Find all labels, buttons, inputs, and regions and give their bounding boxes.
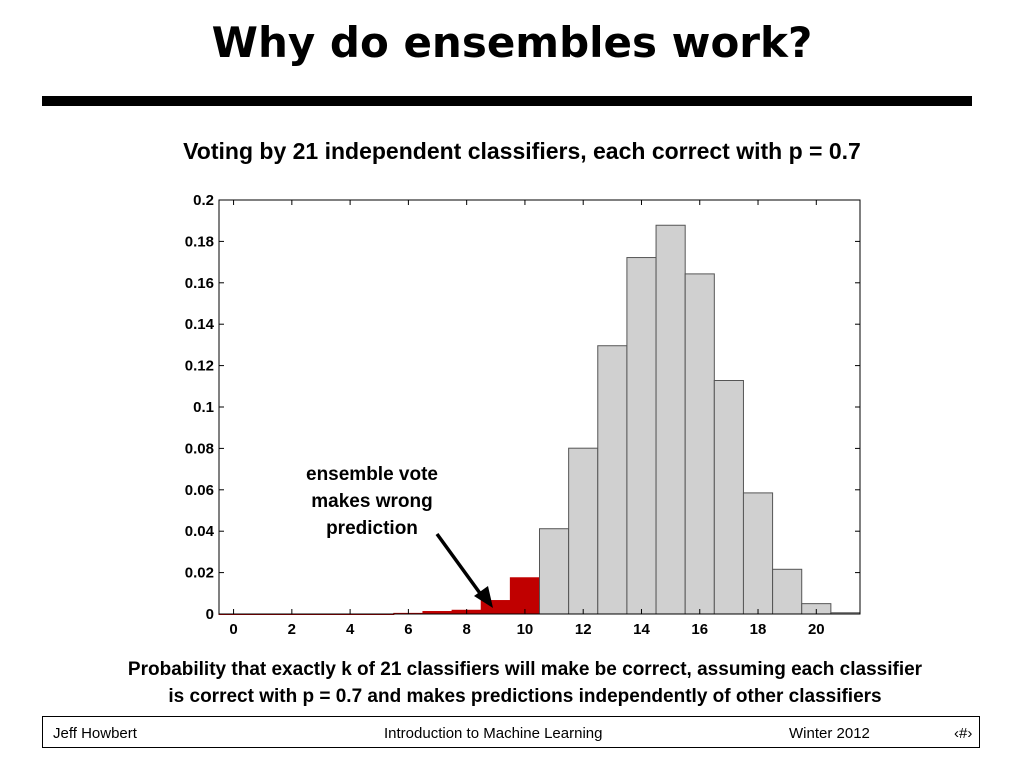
footer-author: Jeff Howbert: [53, 725, 137, 742]
x-tick-label: 6: [404, 621, 412, 638]
x-tick-label: 10: [517, 621, 534, 638]
y-tick-label: 0.18: [185, 233, 214, 250]
x-tick-label: 14: [633, 621, 650, 638]
bar-k-15: [655, 224, 686, 615]
y-tick-label: 0.12: [185, 358, 214, 375]
y-tick-label: 0.08: [185, 440, 214, 457]
bar-k-18: [742, 492, 774, 615]
caption-line-2: is correct with p = 0.7 and makes predic…: [168, 686, 882, 707]
caption-line-1: Probability that exactly k of 21 classif…: [127, 659, 923, 680]
chart-caption: Probability that exactly k of 21 classif…: [0, 656, 1024, 710]
bar-k-11: [539, 528, 570, 615]
annotation-arrow: [435, 532, 493, 608]
x-tick-label: 2: [288, 621, 296, 638]
bar-k-17: [713, 380, 744, 615]
x-tick-label: 4: [346, 621, 355, 638]
y-tick-label: 0.16: [185, 275, 214, 292]
y-tick-label: 0.1: [193, 399, 214, 416]
bar-k-19: [772, 568, 803, 615]
y-tick-label: 0.02: [185, 565, 214, 582]
footer-course: Introduction to Machine Learning: [384, 725, 603, 742]
x-tick-label: 16: [691, 621, 708, 638]
y-tick-label: 0.14: [185, 316, 215, 333]
x-tick-label: 18: [750, 621, 767, 638]
y-tick-label: 0: [206, 606, 214, 623]
y-tick-label: 0.04: [185, 523, 215, 540]
y-tick-label: 0.2: [193, 192, 214, 209]
annotation-line-3: prediction: [326, 518, 418, 539]
footer-term: Winter 2012: [789, 725, 870, 742]
slide-title: Why do ensembles work?: [211, 18, 813, 67]
x-tick-label: 8: [462, 621, 470, 638]
bar-k-13: [597, 345, 628, 615]
bar-k-14: [626, 257, 657, 615]
bar-k-16: [684, 273, 715, 615]
annotation-line-1: ensemble vote: [306, 464, 438, 485]
x-tick-label: 0: [229, 621, 237, 638]
title-rule: [42, 96, 972, 106]
x-tick-label: 12: [575, 621, 592, 638]
chart-title: Voting by 21 independent classifiers, ea…: [183, 138, 861, 164]
x-tick-label: 20: [808, 621, 825, 638]
annotation-line-2: makes wrong: [311, 491, 433, 512]
bar-k-12: [568, 447, 599, 615]
footer-page-number: ‹#›: [954, 725, 973, 742]
slide-footer: Jeff Howbert Introduction to Machine Lea…: [42, 716, 980, 748]
bars-group: [218, 224, 861, 615]
x-axis: 0 2 4 6 8 10 12 14 16 18 20: [229, 200, 825, 638]
y-tick-label: 0.06: [185, 482, 214, 499]
annotation-text: ensemble vote makes wrong prediction: [262, 461, 482, 542]
y-axis: 0 0.02 0.04 0.06 0.08 0.1 0.12 0.14 0.16 0.18 0.2: [185, 192, 860, 623]
bar-k-10: [509, 577, 540, 615]
